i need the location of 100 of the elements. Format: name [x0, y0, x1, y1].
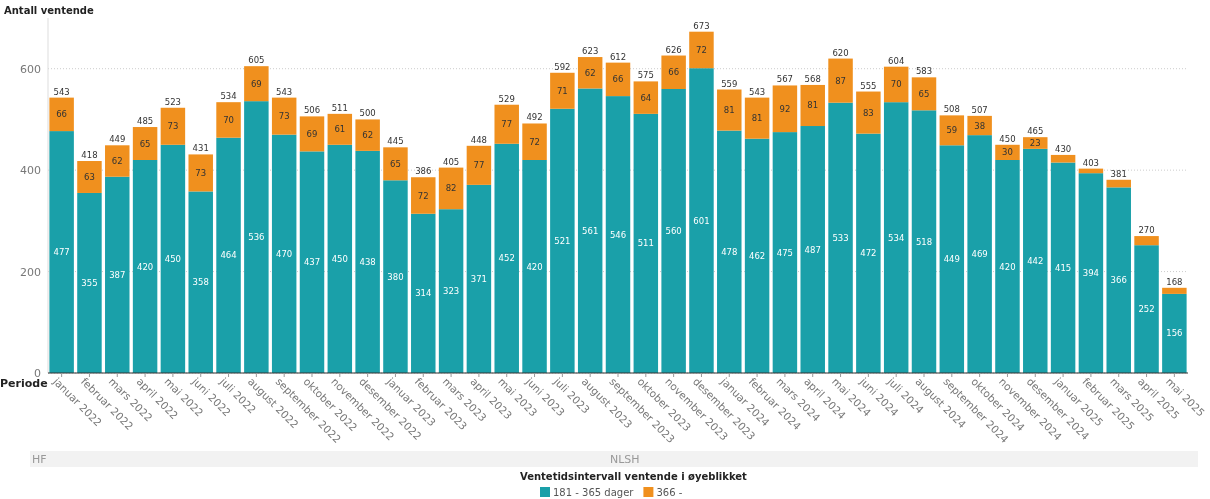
- data-label: 452: [498, 253, 515, 264]
- data-label: 71: [556, 85, 568, 96]
- data-label: 601: [693, 215, 710, 226]
- data-label: 70: [890, 79, 902, 90]
- total-label: 418: [81, 150, 98, 161]
- bar: [466, 145, 492, 185]
- data-label: 442: [1027, 255, 1044, 266]
- data-label: 437: [303, 257, 321, 268]
- bar: [1106, 179, 1131, 188]
- bar: [911, 110, 937, 373]
- data-label: 464: [220, 250, 237, 261]
- data-label: 546: [609, 229, 627, 240]
- total-label: 612: [609, 51, 627, 62]
- bar: [216, 102, 241, 138]
- bar: [105, 145, 130, 177]
- data-label: 66: [668, 67, 680, 78]
- data-label: 438: [359, 256, 376, 267]
- data-label: 77: [473, 160, 485, 171]
- data-label: 72: [529, 136, 540, 147]
- data-label: 366: [1110, 275, 1127, 286]
- total-label: 449: [109, 134, 126, 145]
- total-label: 445: [387, 136, 404, 147]
- bar: [661, 89, 686, 373]
- total-label: 508: [943, 104, 960, 115]
- data-label: 64: [640, 92, 652, 103]
- data-label: 23: [1029, 138, 1041, 149]
- bar: [744, 138, 770, 373]
- bar: [77, 161, 102, 193]
- total-label: 448: [470, 134, 488, 145]
- bar: [466, 184, 492, 373]
- bar: [188, 154, 213, 192]
- data-label: 478: [721, 246, 738, 257]
- data-label: 65: [390, 158, 401, 169]
- data-label: 87: [835, 75, 846, 86]
- data-label: 450: [164, 253, 182, 264]
- bar: [661, 55, 686, 89]
- bar: [550, 108, 575, 373]
- legend-label: 366 -: [656, 487, 683, 498]
- total-label: 506: [303, 105, 321, 116]
- bar: [800, 126, 825, 373]
- data-label: 518: [915, 236, 933, 247]
- total-label: 450: [999, 133, 1016, 144]
- bar: [271, 134, 297, 373]
- data-label: 314: [415, 288, 432, 299]
- bar: [132, 127, 158, 160]
- bar: [216, 137, 241, 373]
- data-label: 561: [582, 225, 599, 236]
- data-label: 62: [584, 67, 596, 78]
- x-axis-title: Periode: [0, 377, 48, 390]
- bar: [856, 91, 881, 134]
- data-label: 521: [554, 235, 571, 246]
- data-label: 469: [971, 249, 988, 260]
- total-label: 568: [804, 73, 821, 84]
- bar: [383, 147, 408, 181]
- total-label: 431: [192, 143, 209, 154]
- bar: [1106, 187, 1131, 373]
- total-label: 500: [359, 108, 376, 119]
- data-label: 449: [943, 254, 960, 265]
- bar: [856, 133, 881, 373]
- data-label: 420: [136, 261, 154, 272]
- total-label: 575: [637, 70, 654, 81]
- data-label: 65: [918, 88, 930, 99]
- bar: [105, 176, 130, 373]
- data-label: 470: [276, 248, 293, 259]
- bar: [494, 143, 519, 373]
- total-label: 567: [776, 74, 794, 85]
- bar: [939, 115, 965, 146]
- legend-title: Ventetidsintervall ventende i øyeblikket: [520, 471, 748, 482]
- total-label: 168: [1166, 276, 1183, 287]
- data-label: 77: [501, 119, 513, 130]
- bar: [271, 97, 297, 135]
- total-label: 511: [331, 102, 348, 113]
- data-label: 358: [192, 277, 209, 288]
- bar: [438, 167, 464, 210]
- total-label: 430: [1054, 143, 1072, 154]
- y-tick-label: 200: [20, 265, 41, 279]
- total-label: 403: [1082, 157, 1100, 168]
- total-label: 534: [220, 91, 237, 102]
- text: NLSH: [610, 453, 640, 466]
- data-label: 30: [1002, 147, 1013, 158]
- data-label: 69: [306, 128, 318, 139]
- bar: [1162, 293, 1187, 373]
- total-label: 620: [832, 47, 849, 58]
- bar: [883, 102, 909, 373]
- bar: [1078, 173, 1104, 373]
- data-label: 323: [442, 286, 460, 297]
- bar: [355, 119, 380, 151]
- total-label: 543: [748, 86, 766, 97]
- total-label: 592: [554, 61, 571, 72]
- total-label: 270: [1138, 225, 1155, 236]
- data-label: 69: [250, 78, 262, 89]
- data-label: 534: [888, 232, 905, 243]
- data-label: 450: [331, 253, 348, 264]
- data-label: 415: [1054, 262, 1072, 273]
- y-axis-title: Antall ventende: [4, 5, 94, 16]
- total-label: 543: [53, 86, 70, 97]
- bar: [494, 104, 519, 144]
- y-tick-label: 600: [20, 62, 41, 76]
- data-label: 536: [248, 232, 265, 243]
- bar: [383, 180, 408, 373]
